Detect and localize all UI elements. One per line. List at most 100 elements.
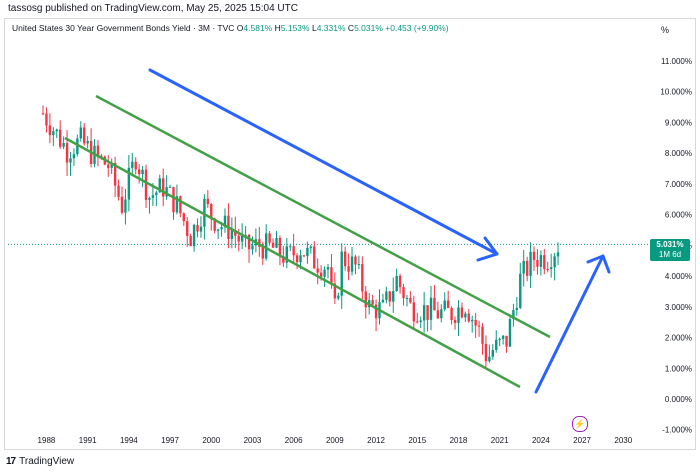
- lightning-icon[interactable]: ⚡: [572, 416, 588, 432]
- candle-body: [268, 233, 271, 243]
- candle-body: [120, 196, 124, 213]
- trend-arrows: [148, 68, 611, 394]
- low-label: L: [311, 23, 317, 33]
- candle-body: [113, 162, 117, 186]
- candle-body: [402, 287, 405, 299]
- channel-lines: [64, 94, 551, 389]
- candle-body: [522, 260, 525, 274]
- candle-body: [539, 255, 543, 267]
- candle-body: [275, 238, 278, 248]
- y-tick-label: 1.000%: [665, 364, 692, 373]
- downtrend-arrowhead: [476, 236, 499, 262]
- x-tick-label: 1991: [79, 436, 97, 445]
- candle-body: [392, 291, 395, 302]
- y-tick-label: 10.000%: [660, 88, 692, 97]
- candle-body: [251, 245, 254, 250]
- candle-body: [519, 273, 522, 308]
- candle-body: [323, 269, 326, 277]
- current-price-value: 5.031%: [656, 240, 684, 249]
- candle-body: [76, 138, 79, 155]
- candle-body: [196, 225, 199, 232]
- candle-body: [488, 356, 491, 362]
- symbol-title[interactable]: United States 30 Year Government Bonds Y…: [12, 23, 235, 33]
- candle-body: [357, 264, 361, 266]
- candle-body: [364, 291, 367, 308]
- tradingview-footer[interactable]: 17 TradingView: [6, 456, 74, 467]
- candle-body: [52, 131, 55, 136]
- x-tick-label: 2015: [408, 436, 426, 445]
- candle-body: [350, 256, 354, 272]
- candle-body: [306, 247, 309, 257]
- high-value: 5.153%: [280, 23, 310, 33]
- candle-body: [117, 185, 120, 197]
- candle-body: [546, 268, 549, 270]
- candle-body: [453, 320, 457, 323]
- candle-body: [186, 221, 189, 236]
- candle-body: [525, 260, 529, 276]
- y-tick-label: 2.000%: [665, 334, 692, 343]
- candle-body: [436, 310, 440, 319]
- candle-body: [278, 238, 282, 257]
- candle-body: [474, 319, 477, 326]
- candle-body: [45, 113, 48, 126]
- candle-body: [213, 218, 216, 231]
- candle-body: [83, 127, 86, 144]
- candle-body: [264, 233, 268, 259]
- y-tick-label: 3.000%: [665, 303, 692, 312]
- candle-body: [144, 169, 148, 200]
- candle-body: [161, 178, 165, 197]
- candle-body: [271, 242, 275, 248]
- candle-body: [110, 162, 113, 168]
- candle-body: [319, 272, 323, 277]
- candle-body: [422, 305, 426, 321]
- percent-scale-button[interactable]: %: [660, 25, 669, 35]
- candle-body: [426, 305, 429, 320]
- candle-body: [299, 255, 302, 263]
- candle-body: [69, 158, 72, 163]
- candle-body: [491, 349, 495, 357]
- x-tick-label: 2021: [491, 436, 509, 445]
- candle-body: [107, 164, 110, 168]
- channel-upper-line: [95, 94, 551, 339]
- tradingview-logo-icon: 17: [6, 456, 16, 467]
- candle-body: [501, 335, 505, 339]
- uptrend-arrowhead: [586, 254, 611, 274]
- candle-body: [333, 283, 337, 299]
- y-tick-label: -1.000%: [662, 426, 692, 435]
- candle-body: [206, 198, 210, 205]
- candle-body: [381, 299, 385, 303]
- candle-body: [412, 302, 416, 322]
- candle-body: [405, 297, 409, 299]
- candle-body: [464, 313, 467, 318]
- candle-body: [295, 255, 299, 263]
- x-tick-label: 2030: [614, 436, 632, 445]
- candle-body: [223, 215, 227, 228]
- candle-body: [536, 260, 539, 267]
- x-tick-label: 1997: [161, 436, 179, 445]
- x-tick-label: 2024: [532, 436, 550, 445]
- candle-body: [515, 307, 519, 310]
- downtrend-arrow: [148, 68, 499, 256]
- candle-body: [395, 276, 398, 292]
- x-tick-label: 2018: [450, 436, 468, 445]
- candle-body: [467, 313, 470, 322]
- candle-body: [96, 145, 100, 156]
- candle-body: [354, 256, 357, 265]
- y-tick-label: 11.000%: [661, 57, 692, 66]
- y-tick-label: 6.000%: [665, 211, 692, 220]
- candle-body: [134, 161, 137, 170]
- y-axis[interactable]: 11.000%10.000%9.000%8.000%7.000%6.000%5.…: [660, 57, 692, 435]
- candle-body: [471, 319, 474, 322]
- candle-body: [220, 227, 223, 230]
- x-axis[interactable]: 1988 1991 1994 1997 2000 2003 2006 2009 2012 2015…: [38, 436, 633, 445]
- candle-body: [529, 251, 532, 276]
- candle-body: [285, 246, 288, 263]
- candle-body: [141, 169, 144, 175]
- y-tick-label: 0.000%: [665, 395, 692, 404]
- candle-body: [158, 178, 161, 193]
- candle-body: [553, 256, 556, 268]
- candle-body: [86, 141, 89, 144]
- candle-body: [41, 113, 45, 115]
- candle-body: [210, 204, 213, 219]
